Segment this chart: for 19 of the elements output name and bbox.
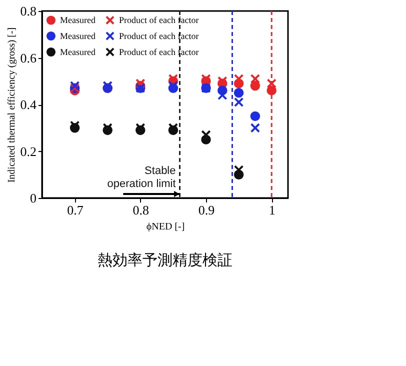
y-tick-label: 0.6 (20, 50, 37, 66)
legend-label: Measured (60, 47, 96, 57)
x-tick-label: 0.8 (132, 202, 150, 218)
y-tick-label: 0 (30, 190, 36, 206)
legend-label: Measured (60, 31, 96, 41)
legend-label: Product of each factor (119, 31, 199, 41)
y-tick-label: 0.8 (20, 4, 36, 18)
legend-label: Product of each factor (119, 47, 199, 57)
legend-label: Measured (60, 15, 96, 26)
ref-line-label: Stable operation limit (107, 165, 176, 190)
x-axis-title: ϕNED [-] (146, 222, 185, 232)
x-tick-label: 0.9 (198, 202, 215, 218)
legend-label: Product of each factor (119, 15, 199, 26)
x-tick-label: 0.7 (67, 202, 84, 218)
text: 熱効率予測精度検証 (98, 251, 232, 269)
y-axis-title: Indicated thermal efficiency (gross) [-] (6, 27, 18, 183)
y-tick-label: 0.2 (20, 144, 36, 159)
x-tick-label: 1 (268, 202, 276, 218)
y-tick-label: 0.4 (20, 97, 37, 112)
